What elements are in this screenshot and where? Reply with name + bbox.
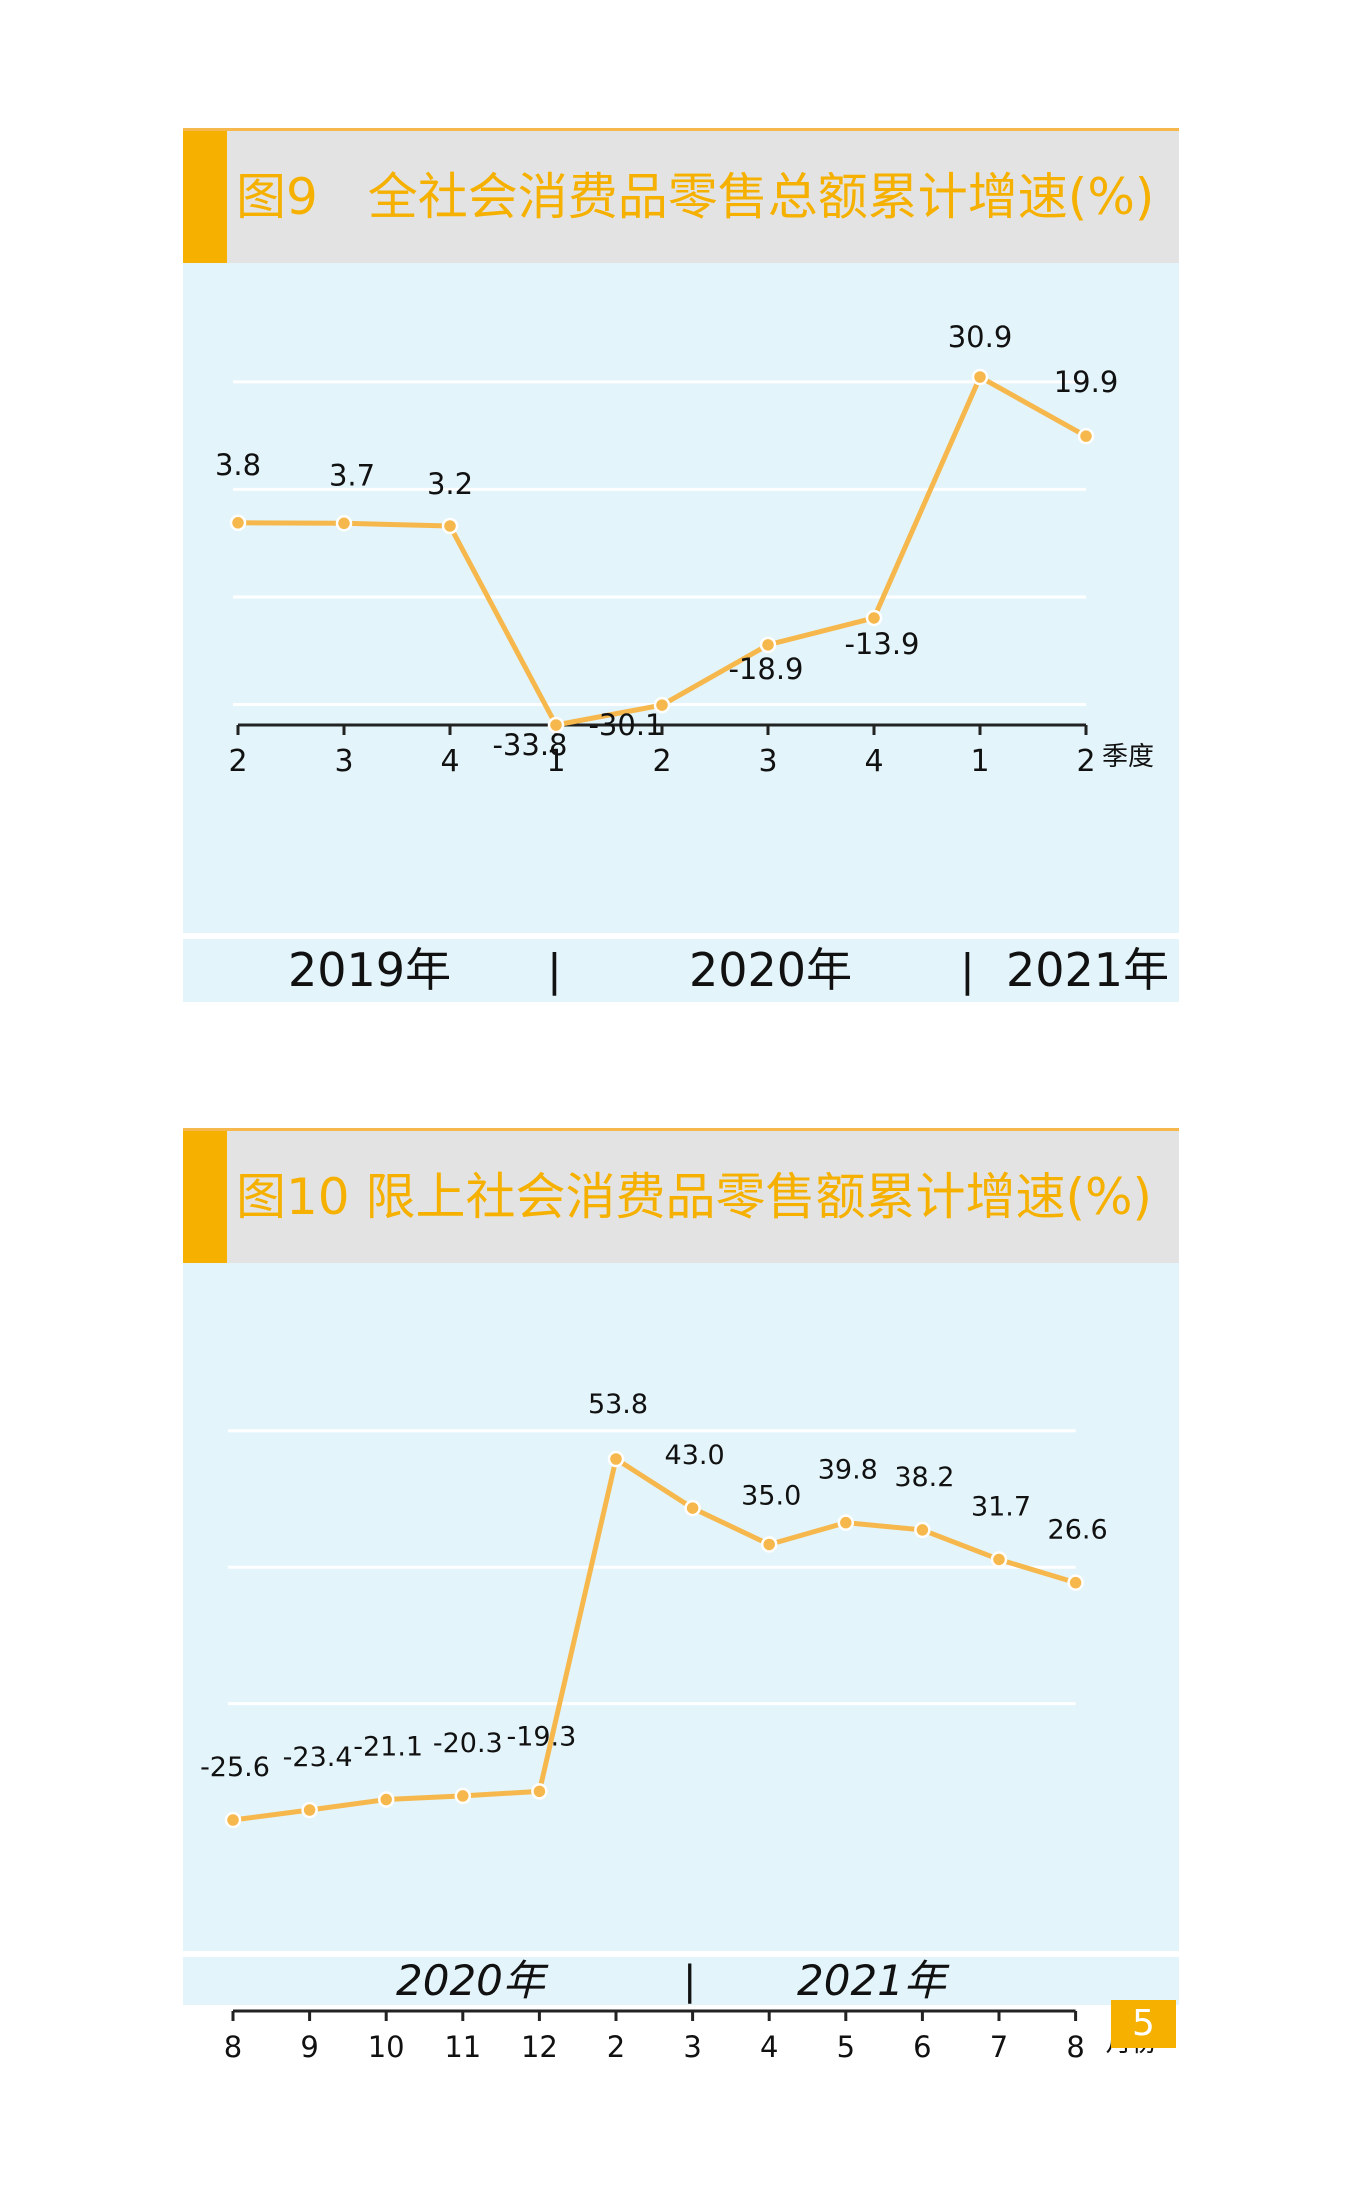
- x-tick-label: 8: [1066, 2030, 1084, 2064]
- data-point: [224, 1811, 242, 1829]
- series-line: [237, 374, 1088, 728]
- data-label: -13.9: [844, 627, 919, 661]
- year-band: 2020年 | 2021年: [183, 1951, 1179, 2005]
- data-point: [760, 1536, 778, 1553]
- x-tick-label: 3: [334, 744, 353, 779]
- x-tick-label: 3: [758, 744, 777, 779]
- x-tick-label: 5: [837, 2030, 855, 2064]
- x-tick-label: 4: [440, 744, 459, 779]
- data-label: 3.7: [329, 458, 375, 492]
- data-label: -33.8: [492, 728, 567, 762]
- year-label: 2020年: [689, 943, 853, 997]
- data-point: [531, 1783, 548, 1800]
- data-label: -19.3: [506, 1721, 576, 1752]
- x-tick-label: 3: [683, 2030, 701, 2064]
- data-point: [684, 1499, 701, 1517]
- year-label: 2021年: [797, 1956, 946, 2005]
- plot-area: [183, 1263, 1179, 1951]
- data-label: 30.9: [948, 320, 1013, 354]
- data-label: -23.4: [283, 1742, 353, 1773]
- x-tick-label: 12: [521, 2030, 558, 2064]
- data-label: -20.3: [433, 1728, 503, 1759]
- x-axis-unit: 季度: [1102, 742, 1154, 772]
- data-label: -18.9: [728, 652, 803, 686]
- x-tick-label: 2: [607, 2030, 625, 2064]
- data-point: [454, 1787, 472, 1805]
- x-tick-label: 1: [546, 744, 565, 779]
- data-label: -25.6: [200, 1752, 270, 1783]
- x-tick-label: 10: [368, 2030, 405, 2064]
- x-tick-label: 2: [228, 744, 247, 779]
- x-tick-label: 1: [970, 744, 989, 779]
- x-tick-label: 2: [652, 744, 671, 779]
- title-accent-bar: [183, 1131, 227, 1263]
- data-point: [377, 1791, 395, 1808]
- x-tick-label: 7: [990, 2030, 1008, 2064]
- data-point: [971, 368, 989, 386]
- data-point: [301, 1801, 318, 1819]
- data-point: [1077, 427, 1095, 445]
- chart-title-bar: 图10 限上社会消费品零售额累计增速(%): [183, 1128, 1179, 1263]
- chart-title: 图10 限上社会消费品零售额累计增速(%): [236, 1168, 1153, 1226]
- x-tick-label: 6: [913, 2030, 931, 2064]
- x-tick-label: 2: [1076, 744, 1095, 779]
- data-point: [865, 609, 883, 627]
- data-label: 38.2: [894, 1462, 954, 1493]
- x-tick-label: 4: [760, 2030, 778, 2064]
- chart-panel-2: 图10 限上社会消费品零售额累计增速(%) 891011122345678月份-…: [183, 1128, 1179, 2064]
- data-point: [229, 514, 247, 532]
- year-separator: |: [960, 945, 975, 996]
- data-point: [990, 1551, 1008, 1568]
- year-label: 2019年: [288, 943, 452, 997]
- data-label: 31.7: [971, 1491, 1031, 1522]
- data-point: [1067, 1574, 1084, 1591]
- data-label: -21.1: [353, 1732, 423, 1763]
- chart-title-bar: 图9 全社会消费品零售总额累计增速(%): [183, 128, 1179, 263]
- x-tick-label: 8: [224, 2030, 242, 2064]
- data-label: 39.8: [818, 1455, 878, 1486]
- data-label: 19.9: [1054, 365, 1119, 399]
- line-chart-1: 2 3 4 1 2 3 4 1 2 季度3.8 3.7 3.2-33.8-30.1-18.9-13.9…: [215, 320, 1154, 779]
- chart-panel-1: 图9 全社会消费品零售总额累计增速(%) 2 3 4 1 2 3 4 1 2 季度 3.8 3.7 3.…: [183, 128, 1179, 1002]
- x-tick-label: 11: [444, 2030, 481, 2064]
- page-number: 5: [1111, 2000, 1176, 2048]
- year-label: 2020年: [396, 1956, 545, 2005]
- year-separator: |: [547, 945, 562, 996]
- data-point: [759, 636, 777, 654]
- year-separator: |: [683, 1958, 697, 2004]
- chart-title: 图9 全社会消费品零售总额累计增速(%): [236, 168, 1155, 226]
- data-label: 35.0: [741, 1480, 801, 1511]
- series-line: [232, 1456, 1077, 1823]
- data-point: [607, 1450, 625, 1468]
- line-chart-2: 891011122345678月份-25.6-23.4-21.1-20.3-19…: [200, 1389, 1158, 2064]
- data-point: [653, 696, 671, 714]
- data-label: 53.8: [588, 1389, 648, 1420]
- x-tick-label: 4: [864, 744, 883, 779]
- title-accent-bar: [183, 131, 227, 263]
- data-point: [547, 716, 565, 734]
- data-label: 26.6: [1048, 1515, 1108, 1546]
- year-label: 2021年: [1006, 943, 1170, 997]
- data-point: [837, 1514, 855, 1531]
- x-tick-label: 9: [300, 2030, 318, 2064]
- year-band: 2019年 | 2020年 | 2021年: [183, 933, 1179, 1002]
- data-label: -30.1: [588, 708, 663, 742]
- data-point: [914, 1521, 931, 1539]
- data-label: 3.2: [427, 467, 473, 501]
- data-label: 3.8: [215, 448, 261, 482]
- data-label: 43.0: [665, 1440, 725, 1471]
- data-point: [335, 515, 353, 532]
- data-point: [441, 517, 459, 535]
